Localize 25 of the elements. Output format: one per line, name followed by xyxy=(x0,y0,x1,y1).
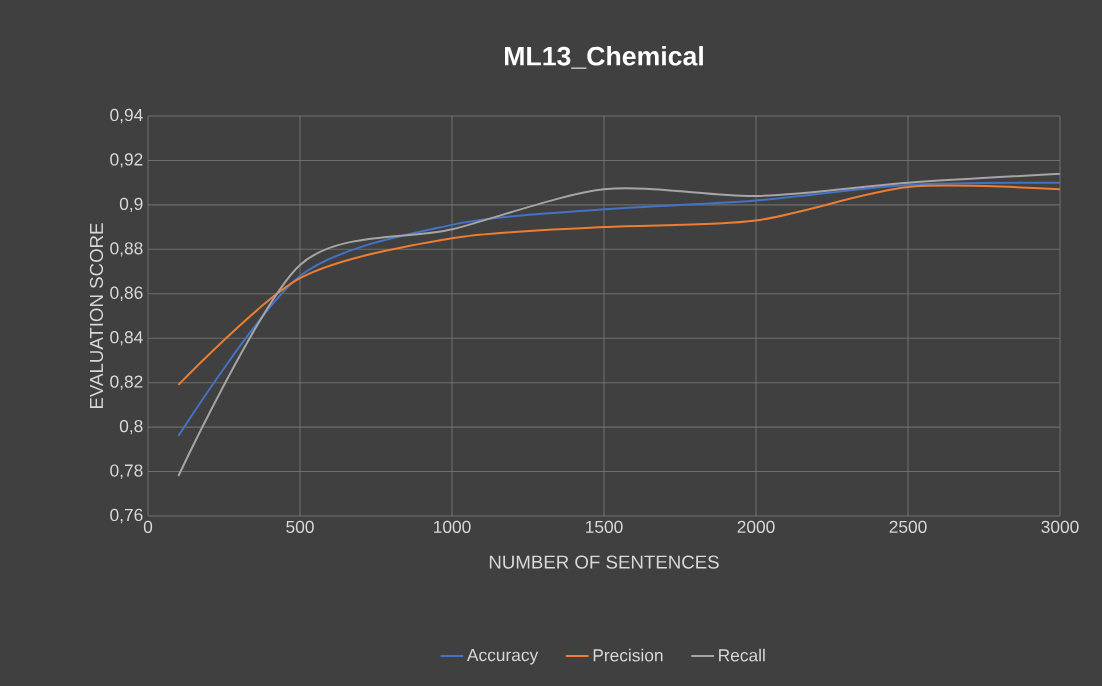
line-series xyxy=(177,181,1061,437)
y-axis-title: EVALUATION SCORE xyxy=(89,223,104,408)
y-tick-label: 0,9 xyxy=(119,197,143,213)
y-tick-label: 0,88 xyxy=(110,242,143,257)
y-tick-label: 0,84 xyxy=(110,331,143,346)
y-tick-label: 0,92 xyxy=(110,153,143,168)
chart-title: ML13_Chemical xyxy=(505,46,703,69)
legend-label: Precision xyxy=(593,648,663,662)
legend-label: Accuracy xyxy=(466,649,539,665)
legend-label: Recall xyxy=(719,648,765,662)
x-tick-label: 3000 xyxy=(1041,520,1079,533)
y-tick-label: 0,8 xyxy=(119,419,143,435)
y-tick-label: 0,94 xyxy=(110,108,143,124)
line-series xyxy=(177,172,1061,477)
x-axis-title: NUMBER OF SENTENCES xyxy=(489,555,719,569)
y-tick-label: 0,76 xyxy=(110,508,143,524)
x-tick-label: 0 xyxy=(143,520,153,533)
x-tick-label: 500 xyxy=(286,520,314,533)
x-tick-label: 1000 xyxy=(434,520,471,533)
x-tick-label: 1500 xyxy=(586,520,623,533)
y-tick-label: 0,86 xyxy=(110,286,143,301)
x-tick-label: 2000 xyxy=(737,520,775,533)
y-tick-label: 0,82 xyxy=(110,375,143,390)
x-tick-label: 2500 xyxy=(889,520,927,533)
y-tick-label: 0,78 xyxy=(110,464,143,479)
